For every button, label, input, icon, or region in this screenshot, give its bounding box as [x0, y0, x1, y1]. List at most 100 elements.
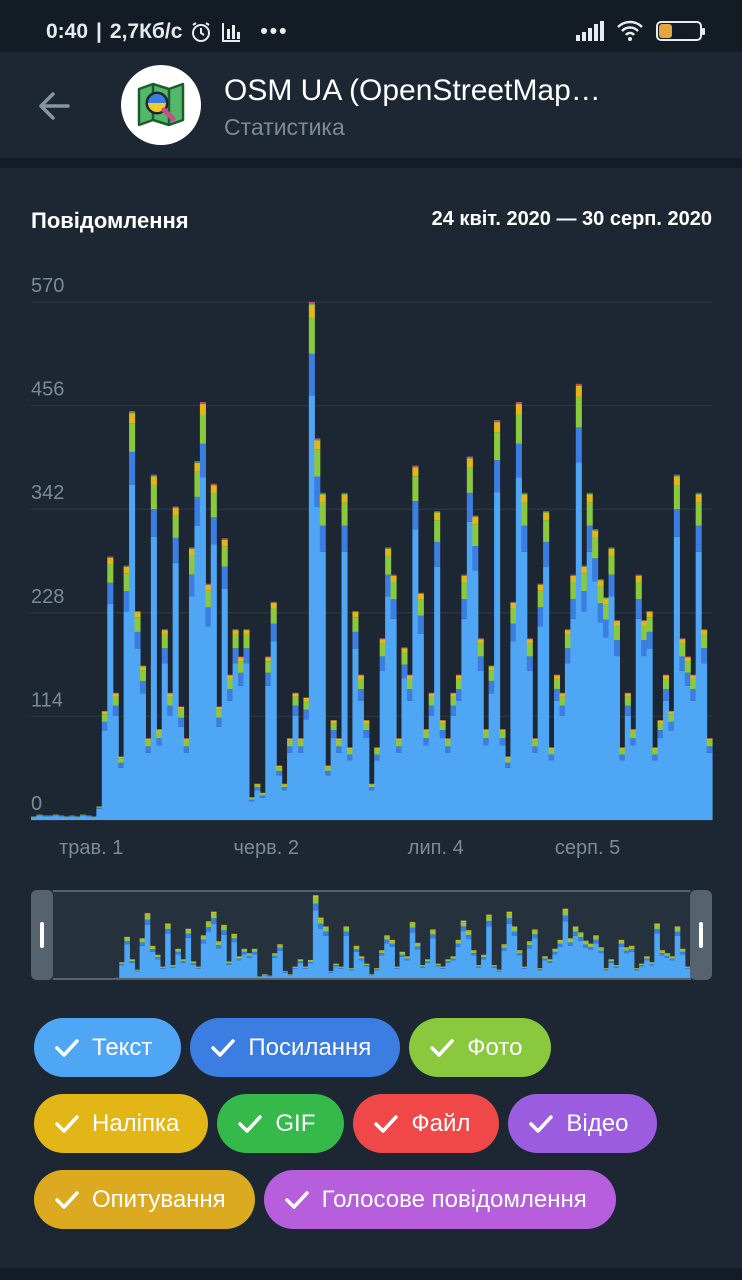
navigator-bar-segment [639, 965, 645, 967]
navigator-bar-segment [389, 940, 395, 944]
navigator-bar-segment [63, 979, 69, 980]
bar-segment [129, 411, 136, 413]
navigator-bar-segment [210, 918, 217, 924]
legend-chip[interactable]: Файл [353, 1094, 500, 1153]
bar-segment [36, 815, 43, 820]
bar-segment [401, 652, 408, 665]
bar-segment [396, 738, 403, 741]
bar-segment [603, 598, 610, 605]
channel-avatar[interactable] [121, 65, 201, 145]
navigator-bar-segment [307, 959, 314, 961]
navigator-bar-segment [537, 968, 543, 970]
navigator-bar-segment [526, 942, 533, 946]
navigator-bar-segment [333, 966, 339, 980]
bar-segment [396, 740, 403, 747]
bar-segment [123, 566, 130, 567]
navigator-bar-segment [154, 954, 161, 956]
bar-segment [564, 648, 571, 664]
arrow-left-icon [39, 92, 70, 120]
legend-chip[interactable]: Голосове повідомлення [263, 1170, 616, 1229]
legend-chip[interactable]: Фото [409, 1018, 552, 1077]
bar-segment [477, 656, 484, 671]
bar-segment [248, 801, 255, 820]
navigator-bar-segment [374, 969, 380, 971]
bar-segment [428, 693, 435, 697]
bar-segment [592, 530, 599, 531]
navigator-bar-segment [363, 965, 370, 967]
bar-segment [554, 678, 561, 690]
legend-chip[interactable]: Текст [34, 1018, 182, 1077]
bar-segment [592, 529, 599, 531]
bar-segment [221, 539, 228, 547]
bar-segment [706, 738, 713, 741]
bar-segment [216, 709, 223, 718]
navigator-bar-segment [516, 953, 523, 956]
navigator-bar-segment [623, 950, 630, 954]
bar-segment [586, 525, 593, 552]
legend-chip[interactable]: Опитування [34, 1170, 255, 1229]
bar-segment [139, 666, 147, 671]
bar-segment [346, 754, 354, 761]
bar-segment [592, 530, 599, 538]
legend-chip[interactable]: Наліпка [34, 1094, 209, 1153]
x-tick-label: черв. 2 [233, 837, 299, 859]
navigator-bar-segment [644, 958, 650, 961]
navigator-bar-segment [246, 955, 253, 958]
bar-segment [265, 685, 272, 820]
bar-segment [434, 541, 441, 567]
bar-segment [472, 524, 479, 547]
legend-chip[interactable]: GIF [217, 1094, 345, 1153]
navigator-bar-segment [567, 939, 574, 943]
messages-chart-card: Повідомлення 24 квіт. 2020 — 30 серп. 20… [0, 168, 742, 1268]
navigator-bar-segment [317, 928, 324, 980]
navigator-bar-segment [190, 961, 197, 964]
navigator-bar-segment [684, 967, 691, 969]
navigator-bar-segment [317, 923, 324, 929]
bar-segment [178, 709, 185, 718]
navigator-bar-segment [593, 936, 599, 940]
bar-segment [406, 700, 413, 820]
navigator-right-handle[interactable] [690, 890, 712, 980]
bar-segment [308, 304, 315, 318]
navigator-bar-segment [542, 956, 548, 957]
bar-segment [646, 612, 653, 618]
legend-chip[interactable]: Посилання [190, 1018, 401, 1077]
bar-segment [445, 752, 452, 820]
bar-segment [156, 729, 163, 732]
bar-segment [401, 678, 408, 820]
messages-stacked-bar-chart[interactable]: 570 456 342 228 114 0 трав. 1 черв. 2 лип. 4 серп… [0, 168, 742, 868]
navigator-bar-segment [547, 959, 553, 962]
navigator-bar-segment [460, 926, 467, 932]
chart-title: Повідомлення [31, 208, 189, 233]
bar-segment [575, 396, 582, 428]
navigator-bar-segment [374, 968, 380, 970]
bar-segment [450, 705, 457, 716]
bar-segment [466, 492, 473, 522]
navigator-bar-segment [323, 926, 329, 928]
navigator-bar-segment [633, 970, 640, 980]
bar-segment [608, 555, 615, 575]
navigator-bar-segment [205, 931, 212, 980]
navigator-bar-segment [216, 942, 222, 946]
navigator-left-handle[interactable] [31, 890, 53, 980]
navigator-bar-segment [210, 911, 217, 914]
navigator-bar-segment [465, 939, 472, 980]
navigator-bar-segment [98, 979, 105, 980]
navigator-bar-segment [669, 956, 676, 959]
bar-segment [205, 607, 212, 627]
navigator-bar-segment [552, 951, 559, 955]
navigator-bar-segment [297, 961, 304, 963]
bar-segment [112, 696, 119, 706]
bar-segment [515, 402, 522, 404]
bar-segment [450, 715, 457, 820]
navigator-bar-segment [282, 971, 288, 972]
bar-segment [287, 752, 294, 820]
navigator-bar-segment [577, 933, 584, 938]
bar-segment [673, 476, 680, 486]
back-button[interactable] [34, 86, 74, 126]
legend-chip[interactable]: Відео [508, 1094, 658, 1153]
bar-segment [401, 648, 408, 653]
navigator-bar-segment [170, 965, 176, 967]
navigator-bar-segment [460, 931, 467, 980]
bar-segment [603, 604, 610, 620]
